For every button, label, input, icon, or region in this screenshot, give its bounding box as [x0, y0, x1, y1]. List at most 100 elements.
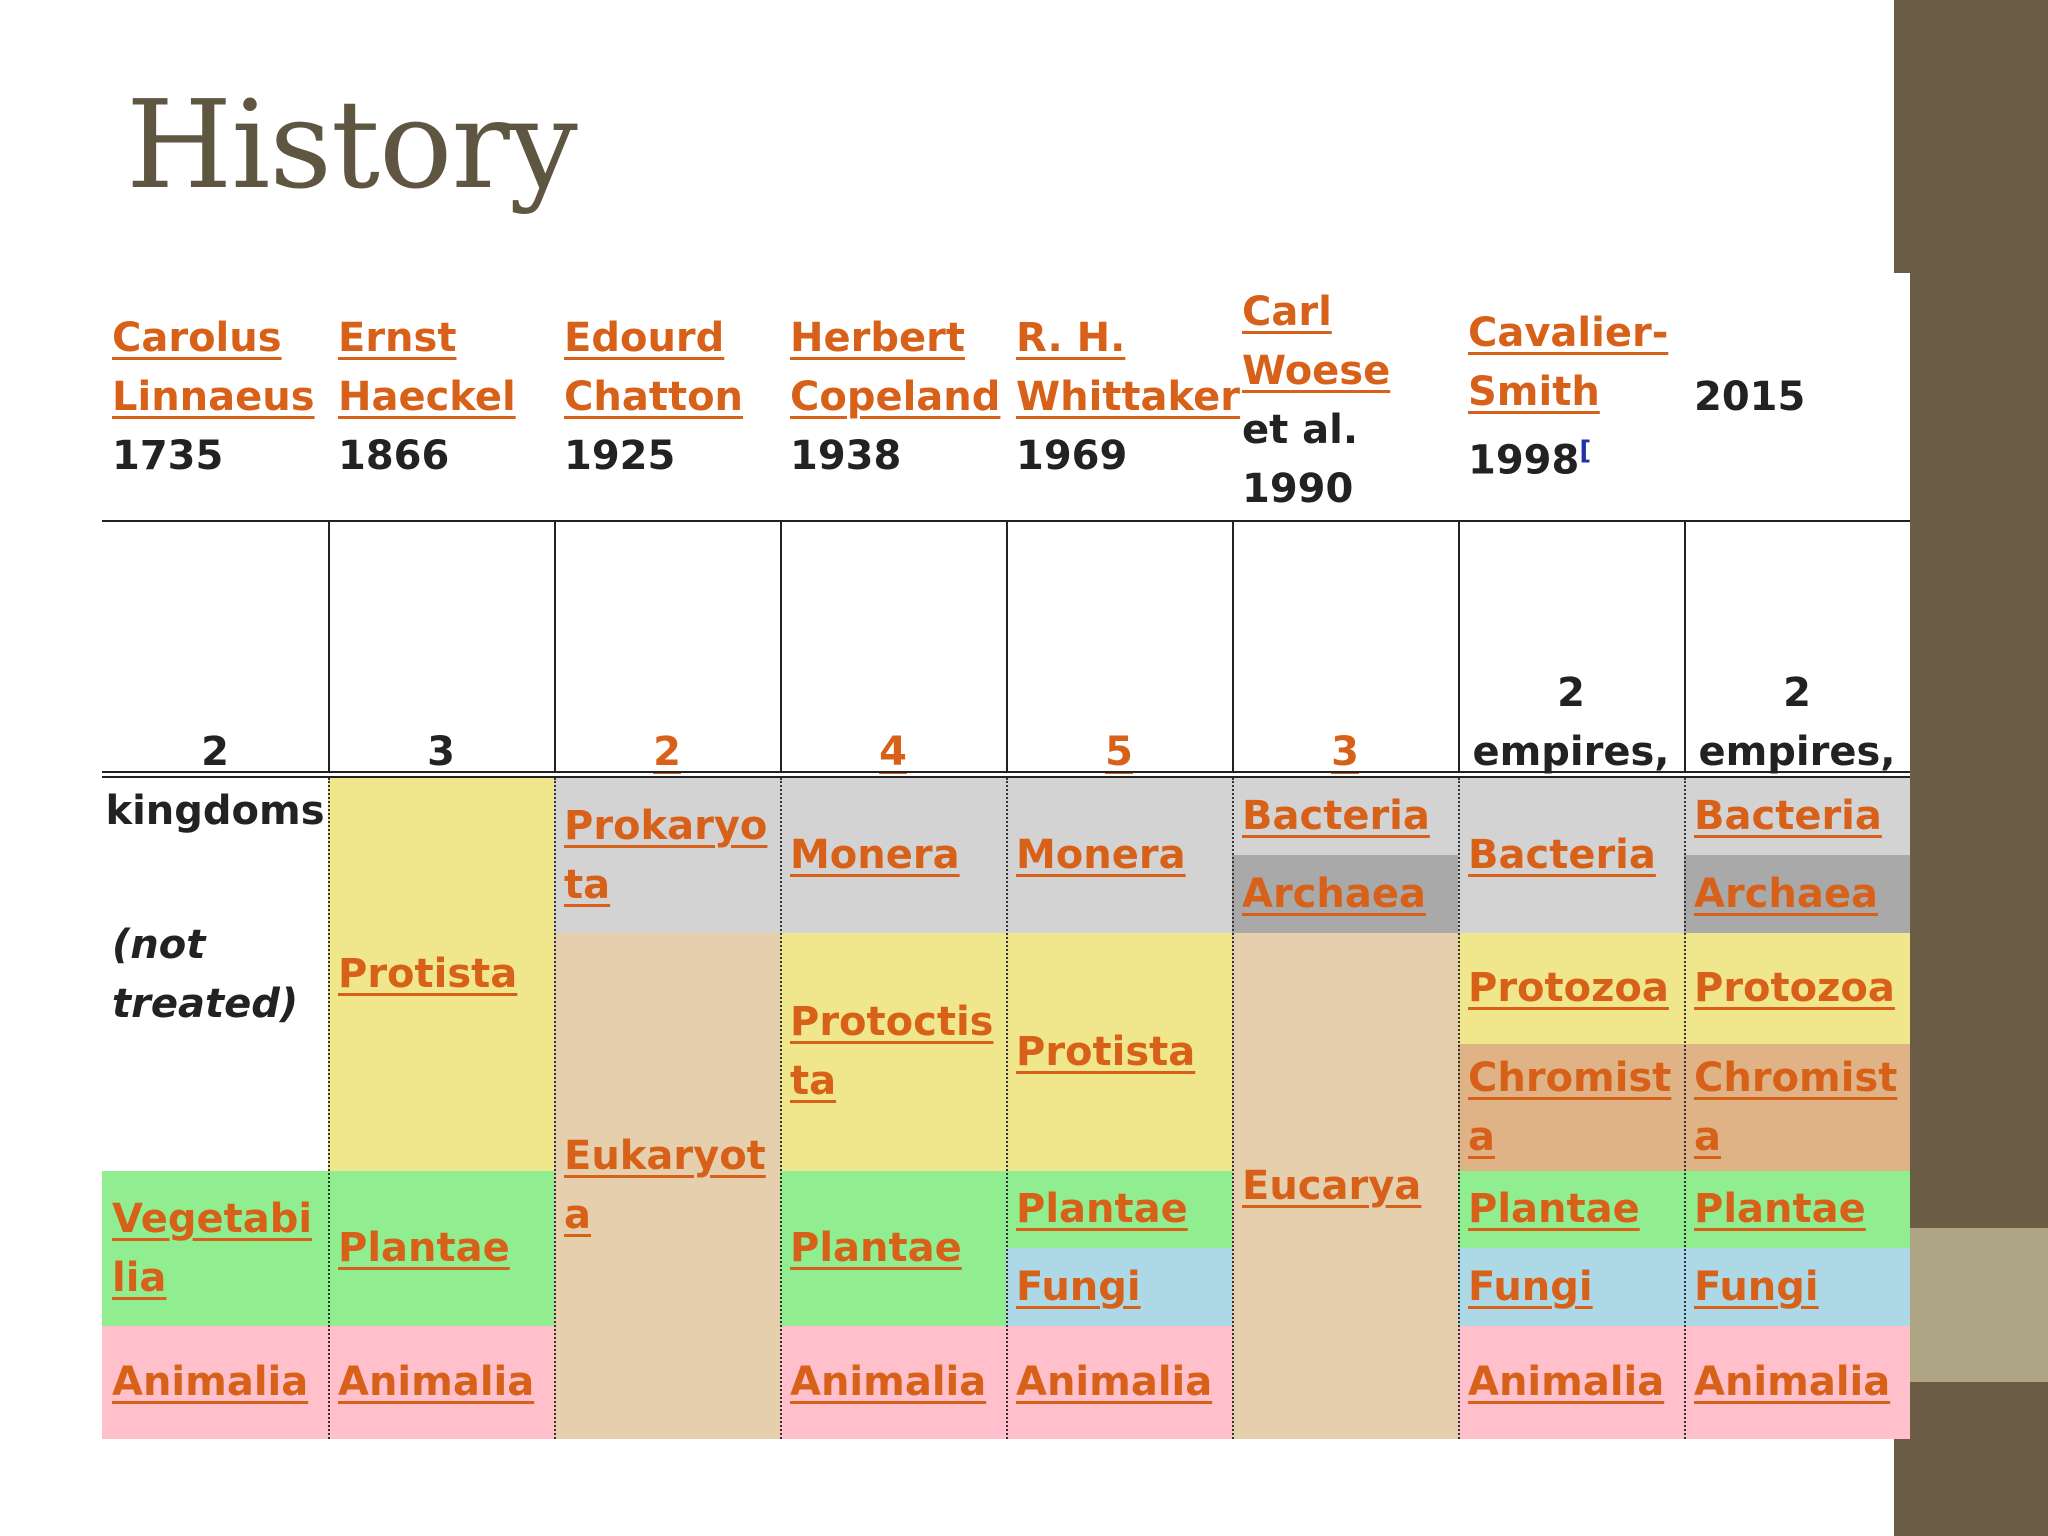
- system-count: 3: [427, 729, 455, 775]
- taxon-link-plantae[interactable]: Plantae: [1468, 1186, 1640, 1232]
- author-link-chatton[interactable]: Edourd Chatton: [564, 314, 744, 420]
- header-2015: 2015: [1684, 307, 1910, 487]
- cell-plantae: Plantae: [780, 1171, 1006, 1326]
- column-rule: [328, 778, 330, 1439]
- classification-table: Carolus Linnaeus 1735 Ernst Haeckel 1866…: [102, 273, 1910, 1439]
- author-link-copeland[interactable]: Herbert Copeland: [790, 314, 1001, 420]
- taxon-link-animalia[interactable]: Animalia: [112, 1359, 309, 1405]
- cell-animalia: Animalia: [1006, 1326, 1232, 1439]
- cell-fungi: Fungi: [1006, 1248, 1232, 1326]
- decorative-band-light: [1894, 1228, 2048, 1382]
- cell-animalia: Animalia: [1684, 1326, 1910, 1439]
- cell-eukaryota: Eukaryota: [554, 933, 780, 1439]
- reference-link[interactable]: [: [1579, 435, 1592, 466]
- column-rule: [1458, 778, 1460, 1439]
- taxon-link-chromista[interactable]: Chromista: [1694, 1054, 1898, 1160]
- cell-animalia: Animalia: [780, 1326, 1006, 1439]
- system-2-kingdoms: 2 kingdoms: [102, 522, 328, 1042]
- taxon-link-animalia[interactable]: Animalia: [1016, 1359, 1213, 1405]
- system-link-5[interactable]: 5: [1105, 729, 1133, 775]
- taxon-link-fungi[interactable]: Fungi: [1016, 1263, 1141, 1310]
- cell-bacteria: Bacteria: [1458, 778, 1684, 933]
- cell-protozoa: Protozoa: [1684, 933, 1910, 1044]
- header-year: 1925: [564, 432, 676, 479]
- taxon-link-monera[interactable]: Monera: [1016, 832, 1186, 878]
- cell-archaea: Archaea: [1232, 855, 1458, 933]
- taxon-link-fungi[interactable]: Fungi: [1468, 1263, 1593, 1310]
- system-mid: empires,: [1698, 729, 1896, 775]
- header-year: 1938: [790, 432, 902, 479]
- author-link-whittaker[interactable]: R. H. Whittaker: [1016, 314, 1240, 420]
- cell-animalia: Animalia: [328, 1326, 554, 1439]
- cell-protozoa: Protozoa: [1458, 933, 1684, 1044]
- author-suffix: et al.: [1242, 407, 1359, 453]
- cell-plantae: Plantae: [328, 1171, 554, 1326]
- cell-archaea: Archaea: [1684, 855, 1910, 933]
- cell-fungi: Fungi: [1684, 1248, 1910, 1326]
- taxon-link-archaea[interactable]: Archaea: [1242, 870, 1426, 917]
- cell-protista: Protista: [1006, 933, 1232, 1171]
- column-rule: [1006, 778, 1008, 1439]
- taxon-link-protozoa[interactable]: Protozoa: [1694, 965, 1895, 1011]
- taxon-link-bacteria[interactable]: Bacteria: [1694, 793, 1882, 839]
- system-unit: kingdoms: [105, 788, 325, 834]
- taxon-link-plantae[interactable]: Plantae: [1694, 1186, 1866, 1232]
- system-count: 2: [201, 729, 229, 775]
- column-rule: [554, 778, 556, 1439]
- taxon-link-vegetabilia[interactable]: Vegetabilia: [112, 1195, 313, 1301]
- taxon-link-protista[interactable]: Protista: [1016, 1028, 1196, 1075]
- column-rule: [1232, 520, 1234, 771]
- cell-plantae: Plantae: [1458, 1171, 1684, 1248]
- taxon-link-archaea[interactable]: Archaea: [1694, 870, 1878, 917]
- cell-chromista: Chromista: [1684, 1044, 1910, 1171]
- cell-bacteria: Bacteria: [1684, 778, 1910, 855]
- taxon-link-eucarya[interactable]: Eucarya: [1242, 1162, 1422, 1209]
- cell-plantae: Plantae: [1684, 1171, 1910, 1248]
- taxon-link-bacteria[interactable]: Bacteria: [1468, 832, 1656, 878]
- column-rule: [554, 520, 556, 771]
- header-woese: Carl Woese et al. 1990: [1232, 283, 1458, 521]
- author-link-cavalier-smith[interactable]: Cavalier-Smith: [1468, 309, 1669, 415]
- author-link-linnaeus[interactable]: Carolus Linnaeus: [112, 314, 315, 420]
- taxon-link-animalia[interactable]: Animalia: [1694, 1359, 1891, 1405]
- column-rule: [780, 520, 782, 771]
- taxon-link-protista[interactable]: Protista: [338, 951, 518, 997]
- taxon-link-fungi[interactable]: Fungi: [1694, 1263, 1819, 1310]
- header-copeland: Herbert Copeland 1938: [780, 307, 1006, 487]
- taxon-link-animalia[interactable]: Animalia: [338, 1359, 535, 1405]
- taxon-link-animalia[interactable]: Animalia: [1468, 1359, 1665, 1405]
- column-rule: [1006, 520, 1008, 771]
- header-year: 2015: [1694, 373, 1806, 420]
- header-year: 1735: [112, 432, 224, 479]
- taxon-link-plantae[interactable]: Plantae: [1016, 1186, 1188, 1232]
- header-linnaeus: Carolus Linnaeus 1735: [102, 307, 328, 487]
- taxon-link-bacteria[interactable]: Bacteria: [1242, 793, 1430, 839]
- author-link-haeckel[interactable]: Ernst Haeckel: [338, 314, 516, 420]
- taxon-link-plantae[interactable]: Plantae: [338, 1225, 510, 1271]
- taxon-link-protozoa[interactable]: Protozoa: [1468, 965, 1669, 1011]
- taxon-link-animalia[interactable]: Animalia: [790, 1359, 987, 1405]
- taxon-link-chromista[interactable]: Chromista: [1468, 1054, 1672, 1160]
- header-year: 1866: [338, 432, 450, 479]
- cell-fungi: Fungi: [1458, 1248, 1684, 1326]
- taxon-link-monera[interactable]: Monera: [790, 832, 960, 878]
- taxon-link-prokaryota[interactable]: Prokaryota: [564, 802, 768, 908]
- cell-not-treated: (not treated): [102, 778, 328, 1171]
- cell-protoctista: Protoctista: [780, 933, 1006, 1171]
- cell-protista: Protista: [328, 778, 554, 1171]
- cell-plantae: Plantae: [1006, 1171, 1232, 1248]
- header-whittaker: R. H. Whittaker 1969: [1006, 307, 1240, 487]
- taxon-link-protoctista[interactable]: Protoctista: [790, 999, 994, 1104]
- table-rule: [102, 771, 1910, 773]
- cell-bacteria: Bacteria: [1232, 778, 1458, 855]
- taxon-link-eukaryota[interactable]: Eukaryota: [564, 1133, 766, 1238]
- cell-animalia: Animalia: [102, 1326, 328, 1439]
- cell-chromista: Chromista: [1458, 1044, 1684, 1171]
- header-year: 1998: [1468, 437, 1580, 484]
- header-cavalier-smith: Cavalier-Smith 1998[: [1458, 307, 1684, 487]
- header-year: 1990: [1242, 466, 1354, 512]
- taxon-link-plantae[interactable]: Plantae: [790, 1225, 962, 1271]
- header-haeckel: Ernst Haeckel 1866: [328, 307, 554, 487]
- system-link-4[interactable]: 4: [879, 729, 907, 775]
- author-link-woese[interactable]: Carl Woese: [1242, 289, 1391, 394]
